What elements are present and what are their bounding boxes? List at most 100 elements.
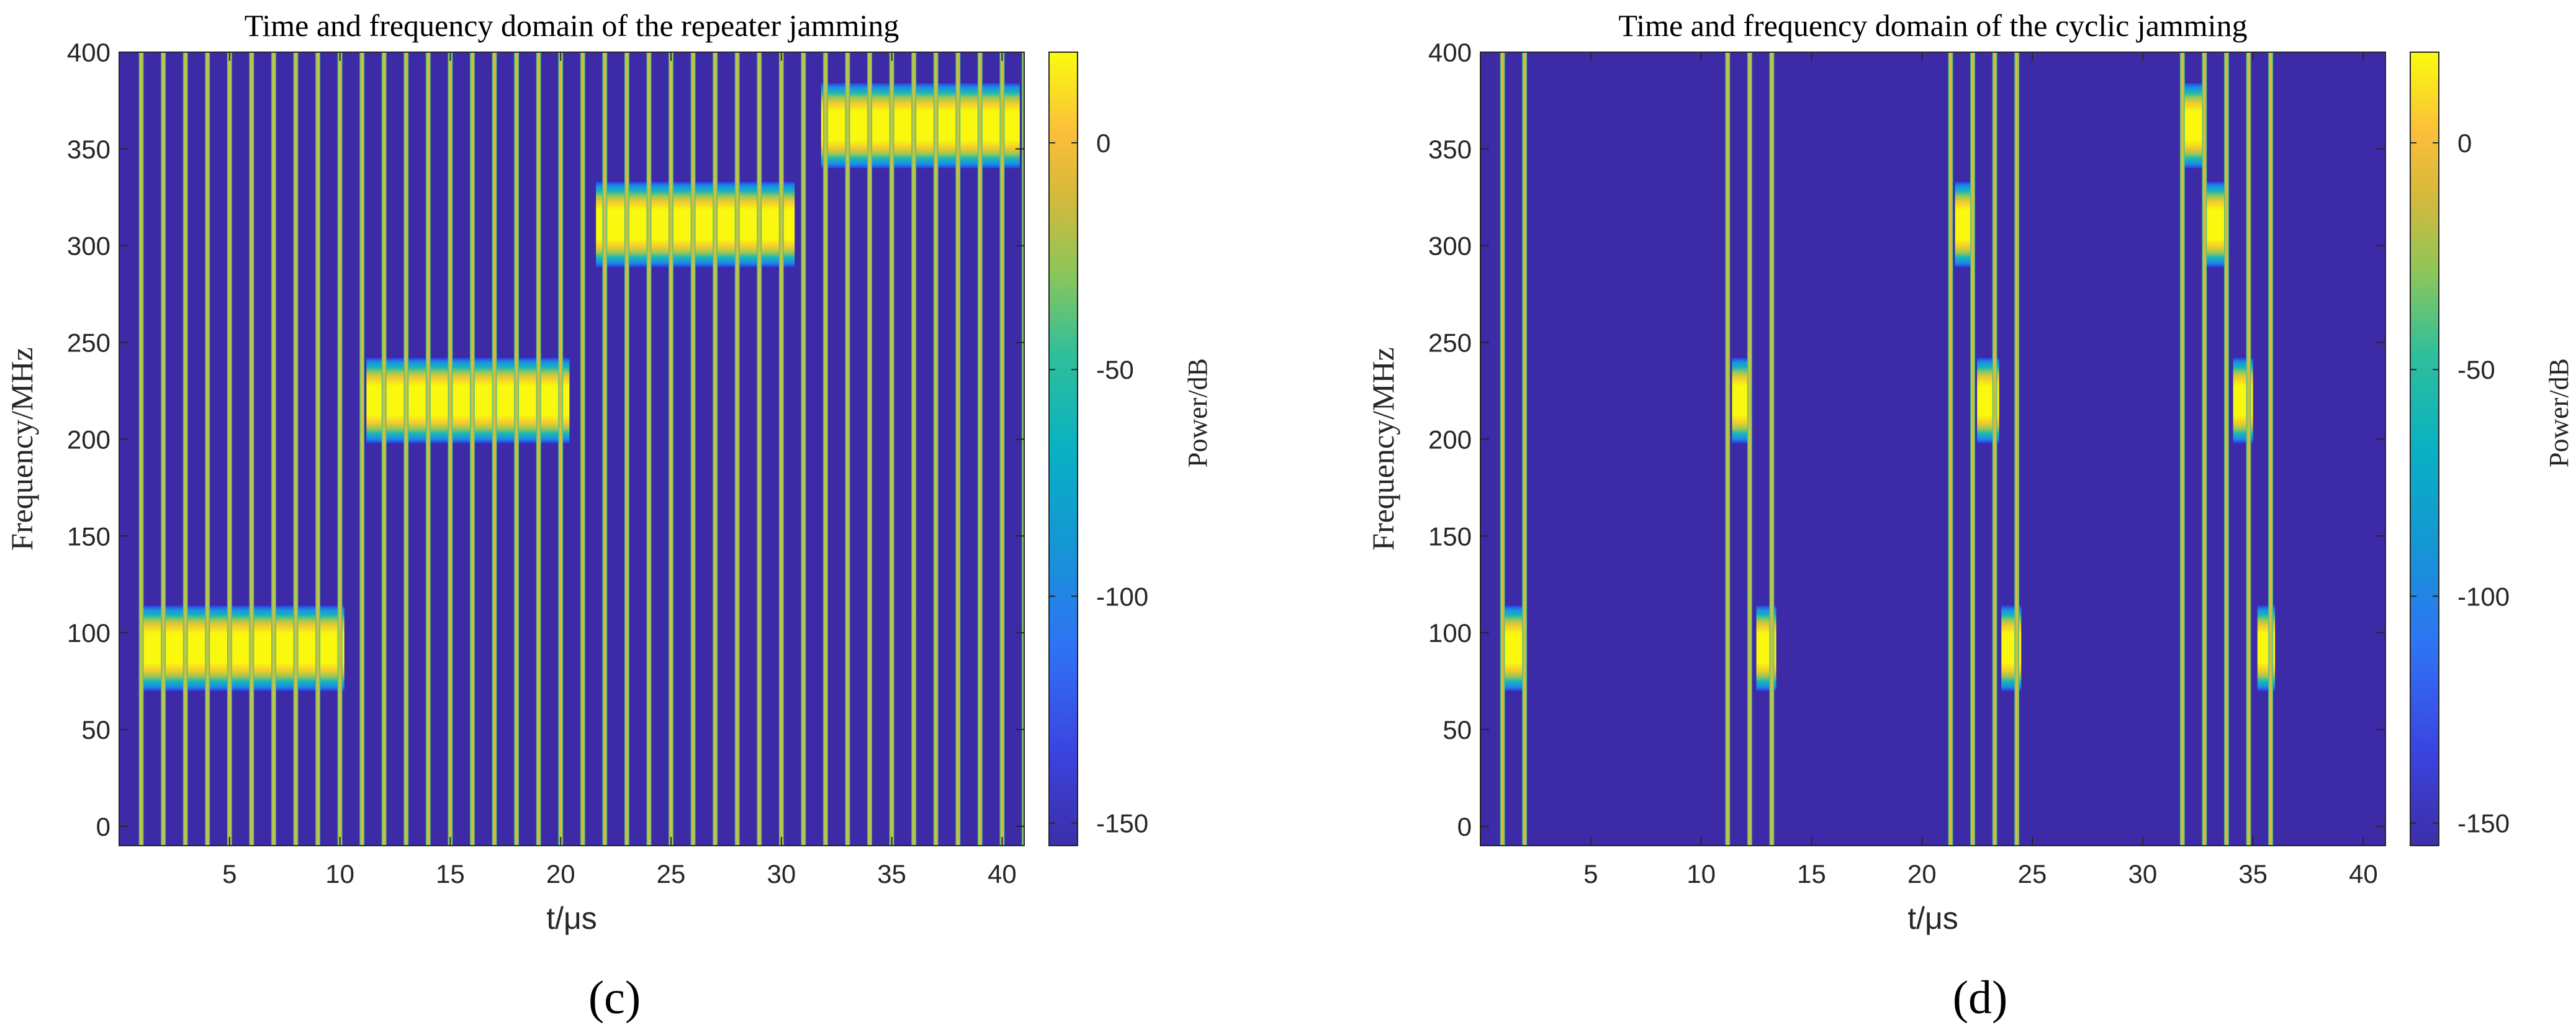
pulse-line-6 xyxy=(1948,52,1953,846)
plot-area xyxy=(1500,52,2276,846)
pulse-line-15 xyxy=(448,52,453,846)
x-tick-label: 15 xyxy=(436,859,465,888)
y-tick-label: 300 xyxy=(1428,232,1472,261)
y-axis-label: Frequency/MHz xyxy=(1366,347,1400,551)
y-tick-label: 250 xyxy=(67,328,110,358)
pulse-line-30 xyxy=(778,52,784,846)
pulse-line-23 xyxy=(624,52,629,846)
pulse-line-12 xyxy=(2224,52,2229,846)
y-axis-label: Frequency/MHz xyxy=(4,347,39,551)
pulse-line-8 xyxy=(1992,52,1997,846)
pulse-line-11 xyxy=(359,52,365,846)
pulse-line-2 xyxy=(161,52,166,846)
pulse-line-31 xyxy=(801,52,806,846)
colorbar-frame xyxy=(2410,52,2439,846)
plot-area xyxy=(138,52,1024,846)
y-tick-label: 150 xyxy=(67,522,110,551)
chart-title: Time and frequency domain of the repeate… xyxy=(245,8,899,43)
colorbar-tick-label: -50 xyxy=(1096,355,1134,384)
x-tick-label: 5 xyxy=(222,859,236,888)
x-tick-label: 25 xyxy=(2018,859,2047,888)
pulse-line-24 xyxy=(646,52,652,846)
y-tick-label: 200 xyxy=(1428,425,1472,454)
x-tick-label: 10 xyxy=(325,859,354,888)
pulse-line-6 xyxy=(249,52,254,846)
x-tick-label: 5 xyxy=(1583,859,1598,888)
colorbar-tick-label: 0 xyxy=(2457,129,2472,158)
x-axis-label: t/μs xyxy=(1907,901,1958,936)
pulse-line-3 xyxy=(182,52,188,846)
pulse-line-17 xyxy=(492,52,497,846)
pulse-line-10 xyxy=(2179,52,2185,846)
pulse-line-22 xyxy=(602,52,608,846)
pulse-line-5 xyxy=(227,52,232,846)
pulse-line-5 xyxy=(1769,52,1775,846)
chart-panel-d: 5 10 15 20 25 30 35 40050100150200250300350400T… xyxy=(1366,8,2574,1024)
colorbar-tick-label: 0 xyxy=(1096,129,1110,158)
frequency-band-1 xyxy=(141,605,345,691)
pulse-line-1 xyxy=(138,52,144,846)
pulse-line-7 xyxy=(271,52,276,846)
x-axis-label: t/μs xyxy=(546,901,597,936)
pulse-line-9 xyxy=(315,52,320,846)
pulse-line-10 xyxy=(337,52,343,846)
y-tick-label: 350 xyxy=(67,135,110,164)
pulse-line-8 xyxy=(293,52,299,846)
pulse-line-14 xyxy=(425,52,431,846)
y-tick-label: 300 xyxy=(67,232,110,261)
x-tick-label: 20 xyxy=(546,859,575,888)
colorbar-tick-label: -100 xyxy=(2457,582,2510,611)
plot-background xyxy=(1480,52,2385,846)
pulse-line-25 xyxy=(669,52,673,846)
y-tick-label: 400 xyxy=(67,38,110,67)
y-tick-label: 50 xyxy=(1443,715,1472,744)
x-tick-label: 35 xyxy=(877,859,906,888)
pulse-line-7 xyxy=(1970,52,1975,846)
pulse-line-12 xyxy=(381,52,387,846)
chart-title: Time and frequency domain of the cyclic … xyxy=(1618,8,2247,43)
pulse-line-39 xyxy=(977,52,983,846)
colorbar-label: Power/dB xyxy=(1182,358,1213,468)
x-tick-label: 15 xyxy=(1797,859,1826,888)
pulse-line-13 xyxy=(403,52,409,846)
pulse-line-18 xyxy=(514,52,520,846)
y-tick-label: 150 xyxy=(1428,522,1472,551)
pulse-line-14 xyxy=(2268,52,2273,846)
x-tick-label: 30 xyxy=(2128,859,2157,888)
frequency-band-7 xyxy=(2184,83,2205,169)
axes-frame xyxy=(119,52,1025,846)
colorbar-tick-label: -100 xyxy=(1096,582,1148,611)
panel-label: (c) xyxy=(588,972,641,1024)
pulse-line-26 xyxy=(690,52,696,846)
y-tick-label: 350 xyxy=(1428,135,1472,164)
pulse-line-20 xyxy=(558,52,564,846)
x-tick-label: 10 xyxy=(1687,859,1716,888)
colorbar-gradient xyxy=(2410,52,2439,846)
x-tick-label: 35 xyxy=(2238,859,2268,888)
pulse-line-33 xyxy=(845,52,850,846)
colorbar-frame xyxy=(1048,52,1078,846)
y-tick-label: 0 xyxy=(1457,812,1472,841)
x-tick-label: 25 xyxy=(657,859,686,888)
pulse-line-2 xyxy=(1522,52,1528,846)
pulse-line-34 xyxy=(867,52,872,846)
colorbar-tick-label: -50 xyxy=(2457,355,2495,384)
plot-background xyxy=(119,52,1024,846)
pulse-line-35 xyxy=(889,52,894,846)
panel-label: (d) xyxy=(1953,972,2008,1024)
pulse-line-21 xyxy=(580,52,585,846)
pulse-line-27 xyxy=(713,52,718,846)
pulse-line-19 xyxy=(536,52,541,846)
pulse-line-36 xyxy=(911,52,917,846)
colorbar-tick-label: -150 xyxy=(2457,808,2510,838)
colorbar-gradient xyxy=(1049,52,1078,846)
y-tick-label: 400 xyxy=(1428,38,1472,67)
axes-frame xyxy=(1480,52,2386,846)
pulse-line-4 xyxy=(1747,52,1752,846)
pulse-line-37 xyxy=(933,52,939,846)
pulse-line-11 xyxy=(2202,52,2207,846)
frequency-band-2 xyxy=(366,358,570,443)
pulse-line-1 xyxy=(1500,52,1505,846)
y-tick-label: 250 xyxy=(1428,328,1472,358)
